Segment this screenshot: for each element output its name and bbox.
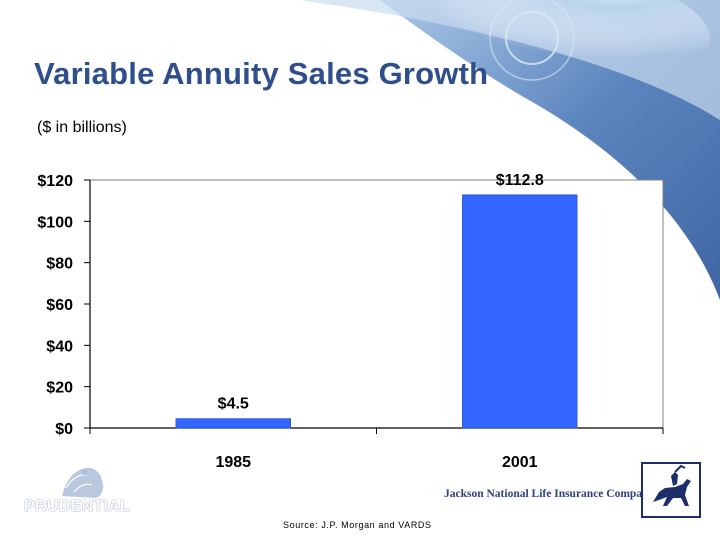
y-tick-label: $40 [46,338,73,355]
y-tick-label: $60 [46,297,73,314]
slide-subtitle: ($ in billions) [37,119,127,136]
y-tick-label: $20 [46,380,73,397]
jackson-national-wordmark: Jackson National Life Insurance Company® [444,488,663,500]
bar-1985 [175,418,291,429]
x-tick-label: 2001 [502,454,538,471]
source-note: Source: J.P. Morgan and VARDS [283,520,432,530]
jackson-horse-rider-logo-icon [641,462,701,518]
bar-2001 [462,194,578,429]
x-tick-label: 1985 [215,454,251,471]
prudential-rock-logo-icon [62,467,104,498]
y-tick-label: $80 [46,256,73,273]
data-label: $112.8 [496,172,544,189]
y-tick-label: $0 [55,421,73,438]
y-tick-label: $120 [37,173,73,190]
prudential-wordmark: PRUDENTIAL [24,498,131,515]
slide-title: Variable Annuity Sales Growth [34,56,489,91]
y-tick-label: $100 [37,214,73,231]
data-label: $4.5 [218,396,249,413]
